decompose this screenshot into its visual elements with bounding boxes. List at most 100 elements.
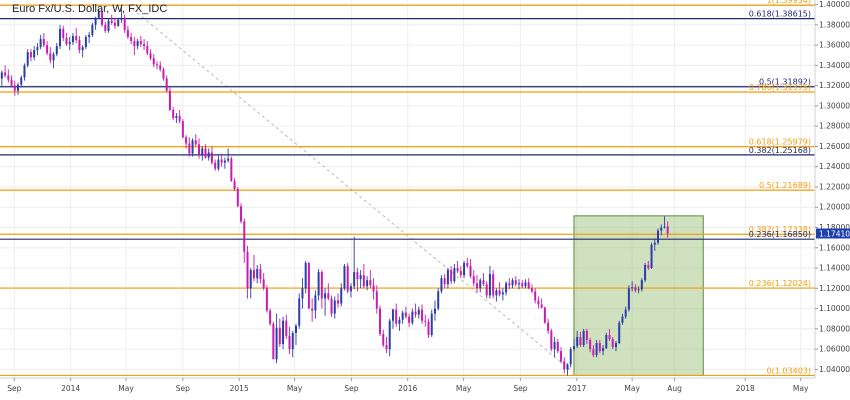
candle bbox=[188, 137, 191, 157]
candle bbox=[475, 275, 478, 293]
candle bbox=[514, 276, 517, 287]
candle bbox=[207, 148, 210, 161]
candle bbox=[230, 156, 233, 182]
candle bbox=[472, 270, 475, 287]
candle-body bbox=[356, 272, 359, 280]
candle-body bbox=[110, 20, 113, 23]
candle-body bbox=[71, 35, 74, 43]
candle-body bbox=[278, 327, 281, 345]
candle bbox=[537, 296, 540, 309]
candle-body bbox=[249, 270, 252, 289]
candle-body bbox=[0, 72, 3, 79]
candle-body bbox=[443, 278, 446, 285]
candle-body bbox=[152, 58, 155, 65]
candle-body bbox=[201, 148, 204, 155]
candle-body bbox=[647, 265, 650, 269]
candle-body bbox=[433, 308, 436, 314]
candle bbox=[123, 14, 126, 33]
candle-body bbox=[553, 342, 556, 350]
candle bbox=[424, 314, 427, 327]
candle bbox=[178, 109, 181, 124]
candle bbox=[291, 330, 294, 358]
candle-body bbox=[181, 121, 184, 138]
candle-body bbox=[207, 152, 210, 158]
fib-levels bbox=[0, 4, 815, 377]
candle bbox=[644, 262, 647, 283]
candle bbox=[353, 236, 356, 290]
highlight-box bbox=[573, 215, 704, 376]
candle bbox=[33, 46, 36, 61]
y-tick-label: 1.28000 bbox=[819, 122, 850, 131]
candle bbox=[327, 283, 330, 301]
candle-body bbox=[411, 311, 414, 323]
fib-level-label: 0(1.03403) bbox=[767, 366, 811, 375]
candle-body bbox=[492, 274, 495, 296]
candle bbox=[324, 288, 327, 316]
candle bbox=[282, 316, 285, 350]
candle bbox=[191, 138, 194, 157]
candle-body bbox=[450, 270, 453, 282]
candle-body bbox=[298, 298, 301, 326]
candle-body bbox=[185, 137, 188, 144]
candle-body bbox=[353, 272, 356, 287]
candle bbox=[666, 221, 669, 238]
candle bbox=[278, 318, 281, 348]
candle-body bbox=[417, 309, 420, 315]
candle-body bbox=[627, 288, 630, 310]
candle bbox=[311, 298, 314, 322]
candle bbox=[614, 341, 617, 352]
candle-body bbox=[618, 322, 621, 344]
y-tick-label: 1.34000 bbox=[819, 61, 850, 70]
candle bbox=[375, 285, 378, 314]
candle-body bbox=[621, 316, 624, 323]
candle bbox=[126, 25, 129, 40]
candle-body bbox=[666, 226, 669, 234]
candle bbox=[333, 296, 336, 319]
candle-body bbox=[126, 29, 129, 37]
candle bbox=[143, 39, 146, 51]
candle bbox=[172, 106, 175, 121]
candle bbox=[482, 273, 485, 287]
candle-body bbox=[49, 53, 52, 61]
candle bbox=[391, 308, 394, 329]
candle-body bbox=[33, 50, 36, 58]
candle bbox=[653, 238, 656, 251]
candle-body bbox=[459, 271, 462, 276]
candle bbox=[36, 43, 39, 56]
candle-body bbox=[55, 46, 58, 55]
candle bbox=[589, 337, 592, 353]
candle bbox=[23, 63, 26, 81]
candle bbox=[395, 303, 398, 327]
candle bbox=[194, 134, 197, 147]
candle bbox=[46, 41, 49, 56]
y-tick-label: 1.10000 bbox=[819, 304, 850, 313]
candle bbox=[265, 285, 268, 313]
candle-body bbox=[398, 319, 401, 324]
candle-body bbox=[175, 116, 178, 119]
candle-body bbox=[101, 11, 104, 25]
candle bbox=[120, 5, 123, 23]
x-tick-label: Sep bbox=[344, 384, 358, 393]
x-tick-label: May bbox=[793, 384, 809, 393]
candle bbox=[317, 269, 320, 301]
candle bbox=[88, 31, 91, 44]
candle-body bbox=[324, 293, 327, 299]
fib-level-label: 0.5(1.21689) bbox=[759, 181, 811, 190]
candle-body bbox=[320, 272, 323, 299]
candle-body bbox=[592, 349, 595, 356]
candle-body bbox=[624, 309, 627, 317]
y-tick-label: 1.32000 bbox=[819, 81, 850, 90]
candle bbox=[10, 75, 13, 88]
y-tick-label: 1.08000 bbox=[819, 324, 850, 333]
y-tick-label: 1.06000 bbox=[819, 345, 850, 354]
candle bbox=[518, 279, 521, 290]
y-axis-panel bbox=[815, 0, 850, 378]
candle bbox=[585, 328, 588, 345]
candle-body bbox=[84, 36, 87, 48]
candle bbox=[443, 274, 446, 289]
candle-body bbox=[576, 336, 579, 347]
candle-body bbox=[97, 11, 100, 18]
candle bbox=[605, 332, 608, 350]
candle bbox=[621, 313, 624, 325]
candle-body bbox=[611, 338, 614, 348]
